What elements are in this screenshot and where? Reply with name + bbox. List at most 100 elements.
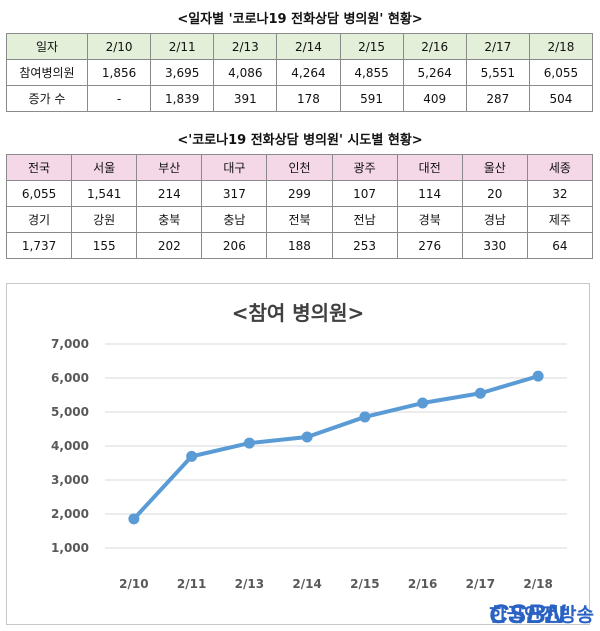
table-cell: 충남 (201, 206, 268, 233)
y-tick-label: 2,000 (51, 507, 89, 521)
table-cell: 107 (331, 180, 398, 207)
data-point (417, 397, 429, 409)
table-cell: 155 (71, 232, 138, 259)
table-cell: 504 (528, 85, 594, 112)
table-cell: 5,264 (402, 59, 467, 86)
table2-title: <'코로나19 전화상담 병의원' 시도별 현황> (177, 133, 423, 148)
table-cell: 경기 (5, 206, 73, 233)
watermark: CSBN 한국안전방송 (487, 597, 594, 627)
table-cell: 참여병의원 (6, 59, 88, 86)
x-tick-label: 2/16 (408, 577, 437, 591)
chart-title: <참여 병의원> (232, 301, 364, 325)
table-cell: 276 (396, 232, 463, 259)
line-chart: <참여 병의원> 1,000 2,000 3,000 4,000 5,000 6,000 7,… (6, 283, 590, 625)
x-tick-label: 2/13 (235, 577, 264, 591)
y-tick-label: 4,000 (51, 439, 89, 453)
table-cell: 2/14 (276, 33, 341, 60)
table-cell: 4,855 (339, 59, 404, 86)
table-row: 전국 서울 부산 대구 인천 광주 대전 울산 세종 (5, 154, 594, 181)
table-cell: 부산 (136, 154, 203, 181)
x-tick-label: 2/11 (177, 577, 206, 591)
table-cell: 591 (339, 85, 404, 112)
table-cell: 32 (526, 180, 594, 207)
table-cell: 6,055 (528, 59, 594, 86)
table-cell: 세종 (526, 154, 594, 181)
table-cell: 1,856 (86, 59, 152, 86)
series-line (131, 374, 541, 521)
table-cell: 1,737 (5, 232, 73, 259)
table-cell: 광주 (331, 154, 398, 181)
y-tick-label: 6,000 (51, 371, 89, 385)
data-point (243, 437, 255, 449)
table-cell: 2/10 (86, 33, 152, 60)
y-tick-label: 1,000 (51, 541, 89, 555)
daily-status-table: 일자 2/10 2/11 2/13 2/14 2/15 2/16 2/17 2/… (6, 33, 594, 112)
table-cell: 전북 (266, 206, 333, 233)
broadcaster-logo: CSBN (489, 599, 566, 627)
table-cell: 317 (201, 180, 268, 207)
table-cell: 188 (266, 232, 333, 259)
x-tick-label: 2/14 (292, 577, 321, 591)
table-cell: 2/17 (465, 33, 530, 60)
x-tick-label: 2/15 (350, 577, 379, 591)
table-cell: 인천 (266, 154, 333, 181)
table-cell: 서울 (71, 154, 138, 181)
table-cell: 206 (201, 232, 268, 259)
table-cell: 4,086 (213, 59, 278, 86)
table-cell: 114 (396, 180, 463, 207)
table-row: 일자 2/10 2/11 2/13 2/14 2/15 2/16 2/17 2/… (6, 33, 594, 60)
table-cell: 일자 (6, 33, 88, 60)
data-point (532, 370, 544, 382)
x-tick-label: 2/10 (119, 577, 148, 591)
data-point (301, 431, 313, 443)
watermark-text: 한국안전방송 (489, 604, 594, 626)
table-cell: - (86, 85, 152, 112)
logo-text: CSBN (489, 599, 566, 627)
table-cell: 5,551 (465, 59, 530, 86)
table-cell: 충북 (136, 206, 203, 233)
table-cell: 1,839 (150, 85, 215, 112)
x-tick-label: 2/18 (523, 577, 552, 591)
table-row: 참여병의원 1,856 3,695 4,086 4,264 4,855 5,26… (6, 59, 594, 86)
table-cell: 64 (526, 232, 594, 259)
table-cell: 증가 수 (6, 85, 88, 112)
y-tick-label: 5,000 (51, 405, 89, 419)
table-cell: 경남 (461, 206, 528, 233)
table-cell: 전남 (331, 206, 398, 233)
data-point (186, 450, 198, 462)
table-cell: 409 (402, 85, 467, 112)
y-tick-label: 7,000 (51, 337, 89, 351)
table-row: 증가 수 - 1,839 391 178 591 409 287 504 (6, 85, 594, 112)
x-tick-label: 2/17 (466, 577, 495, 591)
y-tick-label: 3,000 (51, 473, 89, 487)
data-point (128, 513, 140, 525)
regional-status-table: 전국 서울 부산 대구 인천 광주 대전 울산 세종 6,055 1,541 2… (5, 154, 594, 259)
table-cell: 4,264 (276, 59, 341, 86)
table1-title: <일자별 '코로나19 전화상담 병의원' 현황> (177, 12, 423, 27)
table-cell: 대전 (396, 154, 463, 181)
table-cell: 울산 (461, 154, 528, 181)
table-row: 1,737 155 202 206 188 253 276 330 64 (5, 232, 594, 259)
table-cell: 경북 (396, 206, 463, 233)
table-cell: 1,541 (71, 180, 138, 207)
table-cell: 2/18 (528, 33, 594, 60)
table-cell: 강원 (71, 206, 138, 233)
table-cell: 2/13 (213, 33, 278, 60)
table-cell: 299 (266, 180, 333, 207)
chart-svg: <참여 병의원> 1,000 2,000 3,000 4,000 5,000 6,000 7,… (51, 301, 567, 591)
table-cell: 6,055 (5, 180, 73, 207)
table-cell: 330 (461, 232, 528, 259)
table-cell: 제주 (526, 206, 594, 233)
data-point (474, 387, 486, 399)
table-cell: 2/11 (150, 33, 215, 60)
table-cell: 2/16 (402, 33, 467, 60)
table-cell: 3,695 (150, 59, 215, 86)
table-cell: 391 (213, 85, 278, 112)
table-cell: 20 (461, 180, 528, 207)
table-cell: 202 (136, 232, 203, 259)
table-cell: 214 (136, 180, 203, 207)
table-cell: 대구 (201, 154, 268, 181)
table-row: 6,055 1,541 214 317 299 107 114 20 32 (5, 180, 594, 207)
table-cell: 178 (276, 85, 341, 112)
table-row: 경기 강원 충북 충남 전북 전남 경북 경남 제주 (5, 206, 594, 233)
